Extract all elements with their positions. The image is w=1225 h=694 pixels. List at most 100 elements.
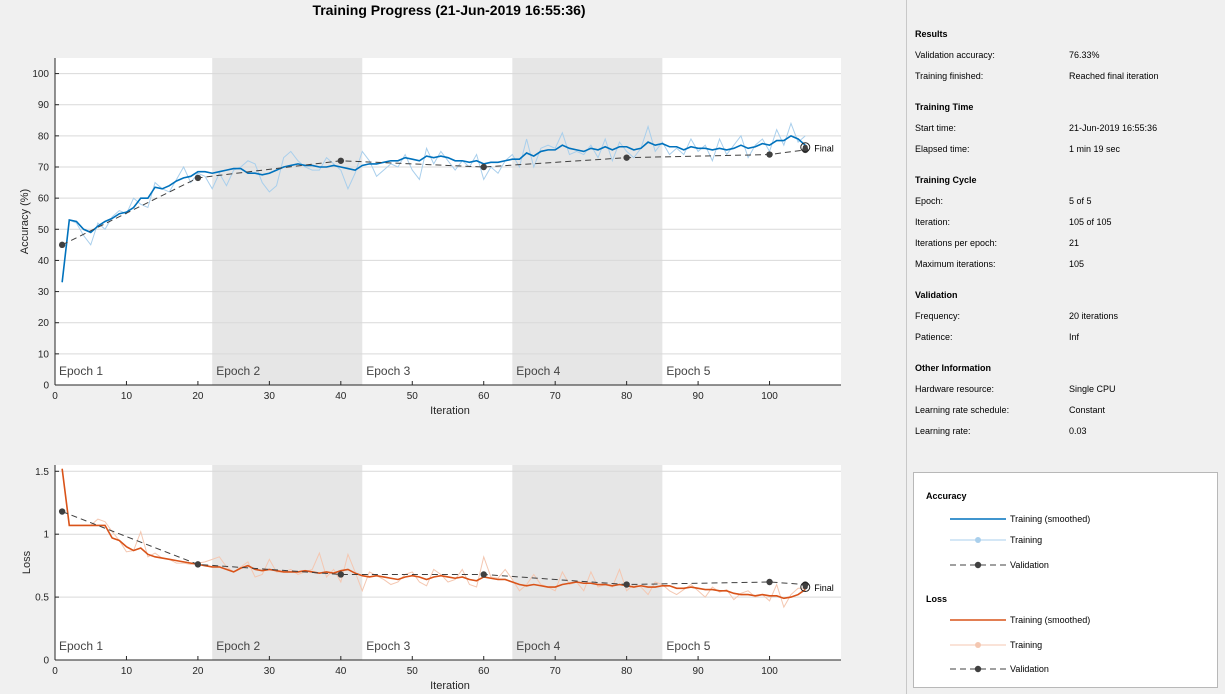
loss-plot-area xyxy=(55,465,841,660)
accuracy-final-label: Final xyxy=(814,143,834,153)
chart-title: Training Progress (21-Jun-2019 16:55:36) xyxy=(312,2,586,18)
loss-y-tick-label: 0 xyxy=(43,656,49,667)
info-value: 76.33% xyxy=(1069,50,1100,60)
accuracy-x-tick-label: 60 xyxy=(478,391,490,402)
accuracy-x-tick-label: 30 xyxy=(264,391,276,402)
info-value: Inf xyxy=(1069,332,1080,342)
legend-swatch-accuracy-smoothed xyxy=(950,518,1006,520)
loss-epoch-label: Epoch 3 xyxy=(366,639,410,653)
accuracy-validation-point xyxy=(58,241,66,249)
loss-validation-point xyxy=(480,571,487,578)
loss-y-tick-label: 0.5 xyxy=(35,593,49,604)
legend: Accuracy Training (smoothed) Training Va… xyxy=(913,472,1218,688)
info-value: 20 iterations xyxy=(1069,311,1119,321)
info-value: 21-Jun-2019 16:55:36 xyxy=(1069,123,1158,133)
accuracy-validation-point xyxy=(623,154,630,161)
accuracy-y-tick-label: 60 xyxy=(38,194,50,205)
info-value: 0.03 xyxy=(1069,426,1087,436)
info-label: Learning rate schedule: xyxy=(915,405,1010,415)
loss-y-axis-label: Loss xyxy=(21,550,33,574)
accuracy-epoch-label: Epoch 3 xyxy=(366,364,410,378)
legend-label: Training (smoothed) xyxy=(1010,514,1091,524)
loss-x-tick-label: 50 xyxy=(407,666,419,677)
loss-validation-point xyxy=(58,508,66,515)
accuracy-y-tick-label: 80 xyxy=(38,131,50,142)
accuracy-y-tick-label: 100 xyxy=(32,69,49,80)
loss-epoch-band xyxy=(512,465,663,660)
accuracy-series-training xyxy=(61,121,806,283)
loss-series-training xyxy=(61,468,806,609)
accuracy-validation-point xyxy=(194,174,202,182)
section-title-training-cycle: Training Cycle xyxy=(915,175,977,185)
accuracy-y-tick-label: 10 xyxy=(38,349,50,360)
legend-label: Training (smoothed) xyxy=(1010,615,1091,625)
section-title-validation: Validation xyxy=(915,290,958,300)
accuracy-x-tick-label: 40 xyxy=(335,391,347,402)
accuracy-x-tick-label: 50 xyxy=(407,391,419,402)
info-label: Frequency: xyxy=(915,311,961,321)
loss-epoch-label: Epoch 5 xyxy=(666,639,710,653)
accuracy-y-tick-label: 40 xyxy=(38,256,50,267)
loss-epoch-band xyxy=(212,465,363,660)
legend-label: Validation xyxy=(1010,664,1049,674)
loss-y-tick-label: 1 xyxy=(43,530,49,541)
accuracy-epoch-label: Epoch 4 xyxy=(516,364,560,378)
accuracy-epoch-band xyxy=(212,58,363,385)
loss-epoch-label: Epoch 4 xyxy=(516,639,560,653)
info-value: 21 xyxy=(1069,238,1080,248)
loss-epoch-label: Epoch 1 xyxy=(59,639,103,653)
loss-x-tick-label: 80 xyxy=(621,666,633,677)
legend-swatch-accuracy-validation xyxy=(950,561,1006,569)
accuracy-y-tick-label: 90 xyxy=(38,100,50,111)
accuracy-y-tick-label: 30 xyxy=(38,287,50,298)
legend-title-loss: Loss xyxy=(926,594,948,604)
legend-swatch-loss-smoothed xyxy=(950,619,1006,621)
accuracy-x-tick-label: 100 xyxy=(761,391,778,402)
info-label: Iteration: xyxy=(915,217,951,227)
legend-label: Training xyxy=(1010,535,1043,545)
info-value: 105 xyxy=(1069,259,1085,269)
loss-validation-point xyxy=(623,581,630,588)
info-value: Constant xyxy=(1069,405,1106,415)
loss-x-tick-label: 0 xyxy=(52,666,58,677)
loss-x-tick-label: 40 xyxy=(335,666,347,677)
info-value: Single CPU xyxy=(1069,384,1116,394)
info-value: 1 min 19 sec xyxy=(1069,144,1121,154)
info-label: Iterations per epoch: xyxy=(915,238,998,248)
loss-y-tick-label: 1.5 xyxy=(35,467,49,478)
info-label: Patience: xyxy=(915,332,953,342)
info-value: 105 of 105 xyxy=(1069,217,1112,227)
accuracy-y-tick-label: 70 xyxy=(38,163,50,174)
loss-final-point xyxy=(802,584,808,590)
legend-label: Training xyxy=(1010,640,1043,650)
loss-x-tick-label: 100 xyxy=(761,666,778,677)
accuracy-x-tick-label: 90 xyxy=(693,391,705,402)
loss-x-axis-label: Iteration xyxy=(430,680,470,692)
loss-final-marker xyxy=(800,582,811,593)
accuracy-epoch-label: Epoch 2 xyxy=(216,364,260,378)
accuracy-x-tick-label: 70 xyxy=(550,391,562,402)
info-label: Training finished: xyxy=(915,71,984,81)
loss-epoch-label: Epoch 2 xyxy=(216,639,260,653)
accuracy-x-tick-label: 0 xyxy=(52,391,58,402)
charts-area: Epoch 1 Epoch 2 Epoch 3 Epoch 4 Epoch 5 Final… xyxy=(19,58,841,692)
accuracy-validation-point xyxy=(337,157,345,164)
info-label: Maximum iterations: xyxy=(915,259,996,269)
legend-swatch-accuracy-training xyxy=(950,537,1006,543)
legend-label: Validation xyxy=(1010,560,1049,570)
info-label: Start time: xyxy=(915,123,957,133)
accuracy-epoch-label: Epoch 1 xyxy=(59,364,103,378)
loss-x-tick-label: 60 xyxy=(478,666,490,677)
section-title-results: Results xyxy=(915,29,948,39)
legend-swatch-loss-training xyxy=(950,642,1006,648)
info-value: 5 of 5 xyxy=(1069,196,1092,206)
loss-x-tick-label: 70 xyxy=(550,666,562,677)
loss-validation-point xyxy=(337,571,345,578)
loss-validation-point xyxy=(194,561,202,568)
accuracy-final-point xyxy=(802,144,808,150)
legend-title-accuracy: Accuracy xyxy=(926,491,967,501)
loss-x-tick-label: 10 xyxy=(121,666,133,677)
accuracy-x-tick-label: 10 xyxy=(121,391,133,402)
accuracy-plot-area xyxy=(55,58,841,385)
loss-x-tick-label: 20 xyxy=(192,666,204,677)
